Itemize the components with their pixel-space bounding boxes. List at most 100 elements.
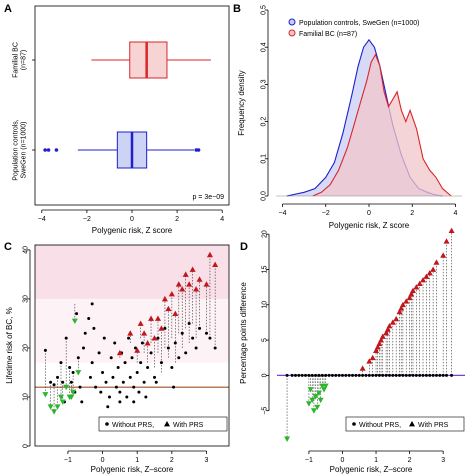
panel-b-x-tick-label: −2 bbox=[322, 210, 330, 217]
panel-b-x-tick-label: 2 bbox=[410, 210, 414, 217]
panel-d-x-tick-label: −1 bbox=[305, 457, 313, 464]
point-with-prs-up bbox=[175, 281, 182, 287]
point-with-prs-up bbox=[186, 281, 193, 287]
risk-band bbox=[35, 245, 229, 299]
point-with-prs-up bbox=[154, 315, 161, 321]
point-without-prs bbox=[213, 346, 217, 350]
panel-c-legend-box bbox=[98, 416, 228, 432]
risk-band bbox=[35, 298, 229, 363]
point-without-prs bbox=[97, 351, 101, 355]
point-without-prs bbox=[111, 375, 115, 379]
panel-c-x-tick-label: 1 bbox=[135, 457, 139, 464]
point-without-prs bbox=[297, 373, 301, 377]
point-with-prs-up bbox=[406, 294, 413, 301]
box-outlier bbox=[196, 148, 201, 152]
point-without-prs bbox=[133, 346, 137, 350]
panel-c-x-tick-label: 2 bbox=[170, 457, 174, 464]
point-without-prs bbox=[434, 373, 438, 377]
point-without-prs bbox=[132, 385, 136, 389]
point-with-prs-up bbox=[206, 251, 213, 258]
point-with-prs-up bbox=[141, 330, 148, 336]
point-without-prs bbox=[371, 373, 375, 377]
point-without-prs bbox=[431, 373, 435, 377]
point-without-prs bbox=[49, 380, 53, 384]
point-without-prs bbox=[198, 326, 202, 330]
legend-label: Without PRS, bbox=[359, 422, 401, 429]
point-with-prs-down bbox=[305, 401, 312, 407]
point-with-prs-up bbox=[386, 322, 393, 329]
legend-label: With PRS bbox=[418, 422, 449, 429]
point-with-prs-up bbox=[373, 347, 380, 354]
point-with-prs-down bbox=[310, 408, 317, 414]
point-without-prs bbox=[118, 400, 122, 404]
point-without-prs bbox=[293, 373, 297, 377]
point-with-prs-up bbox=[161, 295, 168, 302]
point-without-prs bbox=[130, 356, 134, 360]
point-with-prs-down bbox=[312, 394, 319, 400]
panel-d-y-tick-label: 20 bbox=[262, 230, 269, 238]
point-with-prs-down bbox=[284, 436, 291, 442]
panel-c-y-tick-label: 0 bbox=[23, 444, 30, 448]
point-with-prs-down bbox=[317, 397, 324, 404]
point-with-prs-up bbox=[196, 276, 203, 282]
panel-d-x-tick-label: 2 bbox=[408, 457, 412, 464]
point-without-prs bbox=[317, 373, 321, 377]
legend-triangle-icon bbox=[409, 421, 415, 427]
point-without-prs bbox=[334, 373, 338, 377]
point-with-prs-up bbox=[148, 315, 155, 321]
point-with-prs-up bbox=[379, 333, 386, 339]
point-without-prs bbox=[418, 373, 422, 377]
point-without-prs bbox=[304, 373, 308, 377]
point-without-prs bbox=[445, 373, 449, 377]
point-without-prs bbox=[153, 375, 157, 379]
point-without-prs bbox=[102, 336, 106, 340]
point-with-prs-up bbox=[398, 305, 405, 311]
box-outlier bbox=[54, 148, 59, 152]
point-without-prs bbox=[177, 356, 181, 360]
point-with-prs-up bbox=[366, 358, 373, 364]
point-without-prs bbox=[56, 375, 60, 379]
point-without-prs bbox=[381, 373, 385, 377]
point-without-prs bbox=[191, 336, 195, 340]
point-without-prs bbox=[59, 361, 63, 365]
point-with-prs-up bbox=[165, 305, 172, 312]
panel-b-x-tick-label: −4 bbox=[278, 210, 286, 217]
panel-b-y-tick-label: 0.4 bbox=[261, 42, 268, 52]
point-without-prs bbox=[310, 373, 314, 377]
panel-d-y-tick-label: 0 bbox=[262, 373, 269, 377]
point-without-prs bbox=[69, 380, 73, 384]
box-group-label: Population controls,SweGen (n=1000) bbox=[12, 119, 27, 181]
point-without-prs bbox=[170, 366, 174, 370]
point-with-prs-down bbox=[322, 383, 329, 389]
panel-c-y-tick-label: 30 bbox=[23, 295, 30, 303]
point-without-prs bbox=[408, 373, 412, 377]
point-with-prs-up bbox=[383, 330, 390, 336]
point-with-prs-up bbox=[396, 308, 403, 315]
point-with-prs-up bbox=[158, 325, 165, 331]
point-with-prs-down bbox=[71, 318, 78, 324]
panel-d-difference: −1 0 1 2 3 −5 0 5 10 15 20 Polygenic risk, Z–score P… bbox=[239, 227, 465, 474]
point-without-prs bbox=[421, 373, 425, 377]
point-with-prs-up bbox=[409, 287, 416, 294]
point-without-prs bbox=[121, 380, 125, 384]
panel-b-y-tick-label: 0.0 bbox=[261, 191, 268, 201]
point-with-prs-up bbox=[179, 286, 186, 292]
point-without-prs bbox=[52, 383, 56, 387]
density-line bbox=[312, 53, 452, 197]
point-without-prs bbox=[324, 373, 328, 377]
point-with-prs-up bbox=[127, 330, 134, 336]
point-with-prs-down bbox=[57, 394, 64, 400]
point-without-prs bbox=[88, 375, 92, 379]
point-with-prs-up bbox=[440, 252, 447, 258]
point-without-prs bbox=[132, 400, 136, 404]
panel-b-y-tick-label: 0.3 bbox=[261, 79, 268, 89]
point-without-prs bbox=[114, 385, 118, 389]
point-without-prs bbox=[75, 312, 79, 316]
point-without-prs bbox=[300, 373, 304, 377]
point-with-prs-up bbox=[443, 238, 450, 244]
point-without-prs bbox=[64, 336, 68, 340]
legend-label: Familial BC (n=87) bbox=[299, 31, 357, 38]
point-without-prs bbox=[43, 348, 47, 352]
point-with-prs-up bbox=[408, 291, 415, 297]
panel-d-y-axis-label: Percentage points difference bbox=[239, 282, 248, 384]
